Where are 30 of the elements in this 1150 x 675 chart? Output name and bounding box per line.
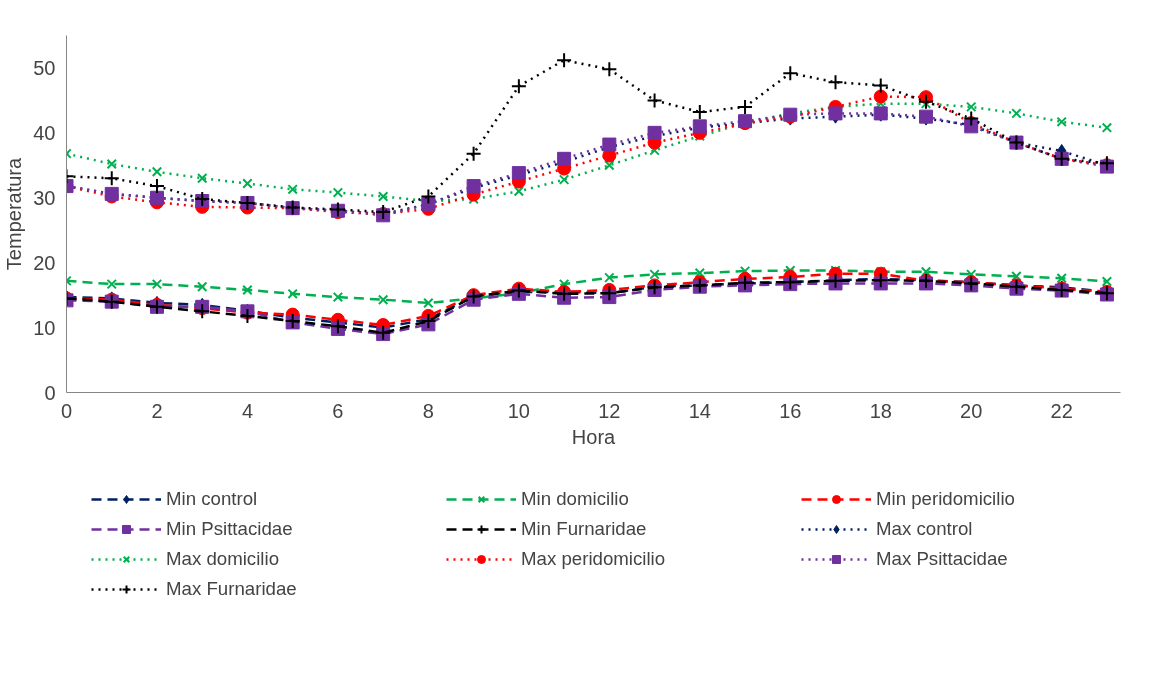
x-tick-label: 20 xyxy=(960,399,983,422)
x-tick-label: 16 xyxy=(779,399,802,422)
legend-label: Max Psittacidae xyxy=(876,548,1009,570)
y-tick-label: 30 xyxy=(33,186,56,209)
legend-label: Max domicilio xyxy=(166,548,280,570)
legend-label: Min domicilio xyxy=(521,488,630,510)
x-tick-label: 6 xyxy=(332,399,344,422)
y-tick-label: 0 xyxy=(44,381,56,404)
legend-label: Max Furnaridae xyxy=(166,578,298,600)
y-tick-label: 50 xyxy=(33,56,56,79)
x-axis-title: Hora xyxy=(571,425,617,448)
legend-label: Min Furnaridae xyxy=(521,518,648,540)
legend-label: Max control xyxy=(876,518,974,540)
y-tick-label: 40 xyxy=(33,121,56,144)
legend-label: Min peridomicilio xyxy=(876,488,1016,510)
x-tick-label: 0 xyxy=(60,399,73,422)
legend-label: Max peridomicilio xyxy=(521,548,667,570)
x-tick-label: 12 xyxy=(598,399,621,422)
y-tick-label: 20 xyxy=(33,251,56,274)
x-tick-label: 14 xyxy=(688,399,711,422)
legend-label: Min control xyxy=(166,488,259,510)
x-tick-label: 22 xyxy=(1050,399,1073,422)
x-tick-label: 10 xyxy=(507,399,530,422)
y-axis-title: Temperatura xyxy=(3,156,26,271)
x-tick-label: 8 xyxy=(422,399,434,422)
legend-label: Min Psittacidae xyxy=(166,518,294,540)
x-tick-label: 2 xyxy=(151,399,163,422)
x-tick-label: 4 xyxy=(241,399,254,422)
y-tick-label: 10 xyxy=(33,316,56,339)
x-tick-label: 18 xyxy=(869,399,892,422)
